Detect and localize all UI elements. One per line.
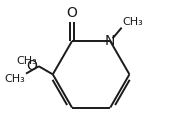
Text: N: N [105, 34, 115, 48]
Text: CH₃: CH₃ [122, 17, 143, 27]
Text: O: O [67, 6, 77, 20]
Text: O: O [27, 59, 38, 73]
Text: CH₃: CH₃ [17, 55, 37, 66]
Text: CH₃: CH₃ [4, 74, 25, 84]
